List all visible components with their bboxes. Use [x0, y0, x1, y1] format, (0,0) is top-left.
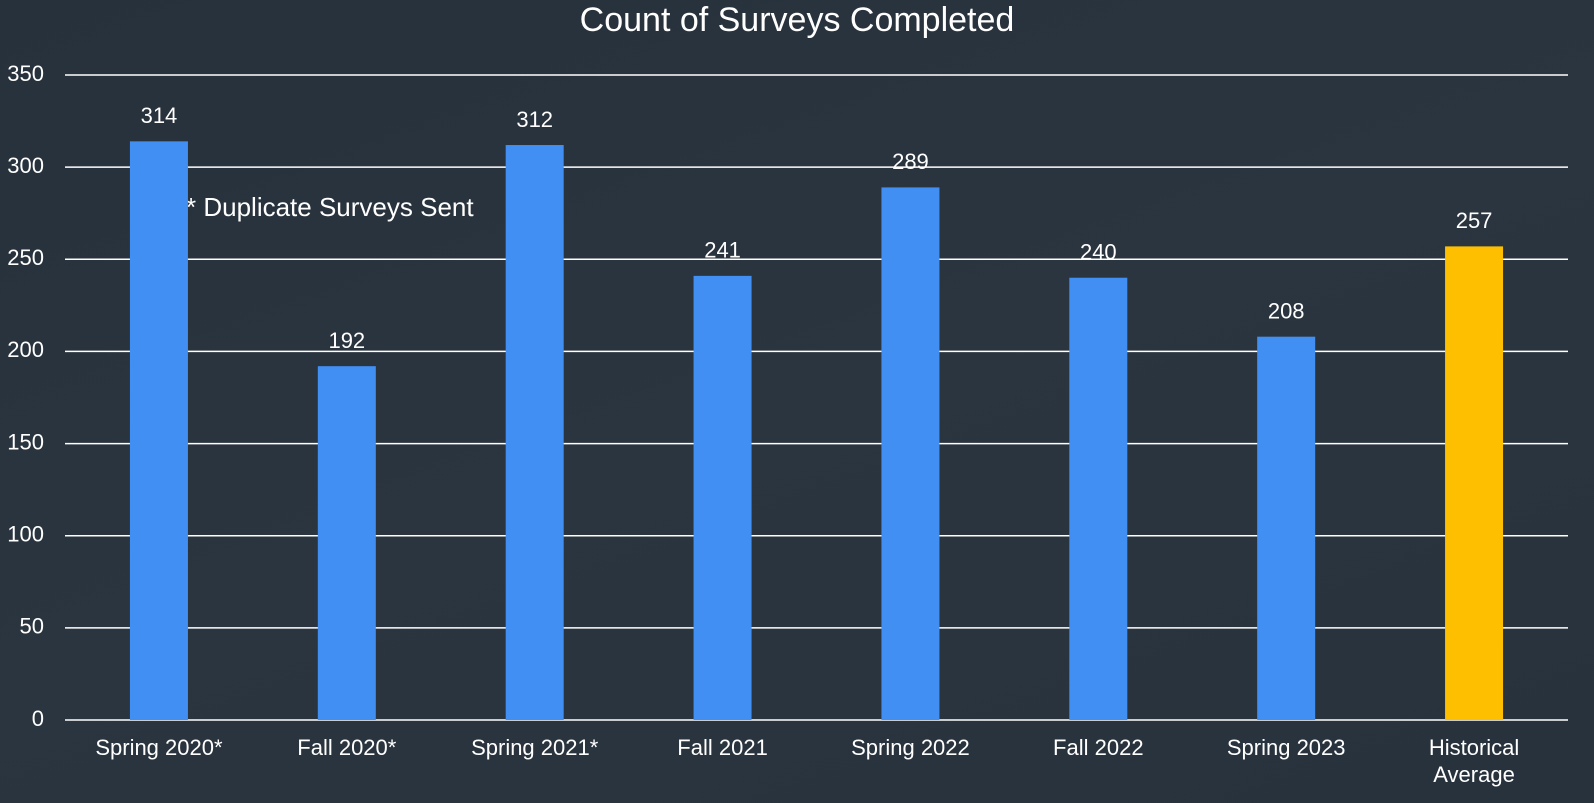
data-label: 289 — [892, 149, 929, 174]
x-tick-label: Fall 2020* — [297, 735, 397, 760]
chart-title: Count of Surveys Completed — [580, 1, 1015, 39]
bar — [129, 141, 188, 721]
data-label: 241 — [704, 238, 741, 263]
y-tick-label: 350 — [7, 61, 44, 86]
y-tick-label: 200 — [7, 337, 44, 362]
bar — [1069, 277, 1128, 720]
x-tick-label: Spring 2021* — [471, 735, 599, 760]
bar — [1257, 336, 1316, 720]
y-tick-label: 300 — [7, 153, 44, 178]
y-tick-label: 250 — [7, 245, 44, 270]
bar — [505, 145, 564, 720]
y-tick-label: 50 — [20, 614, 44, 639]
data-label: 312 — [516, 107, 553, 132]
x-tick-label: Fall 2022 — [1053, 735, 1144, 760]
bar — [881, 187, 940, 720]
data-label: 192 — [328, 328, 365, 353]
bar — [693, 275, 752, 720]
x-tick-label: Spring 2022 — [851, 735, 970, 760]
y-tick-label: 100 — [7, 522, 44, 547]
x-tick-label: Historical Average — [1428, 735, 1520, 787]
bar — [317, 366, 376, 720]
x-tick-label: Spring 2023 — [1226, 735, 1346, 760]
data-label: 257 — [1456, 208, 1493, 233]
data-label: 240 — [1080, 240, 1117, 265]
x-tick-label: Fall 2021 — [677, 735, 768, 760]
y-tick-label: 150 — [7, 429, 44, 454]
data-label: 208 — [1268, 298, 1305, 323]
data-label: 314 — [141, 103, 178, 128]
bar — [1445, 246, 1504, 720]
y-tick-label: 0 — [32, 706, 44, 731]
annotation: * Duplicate Surveys Sent — [186, 192, 474, 222]
x-tick-label: Spring 2020* — [95, 735, 223, 760]
